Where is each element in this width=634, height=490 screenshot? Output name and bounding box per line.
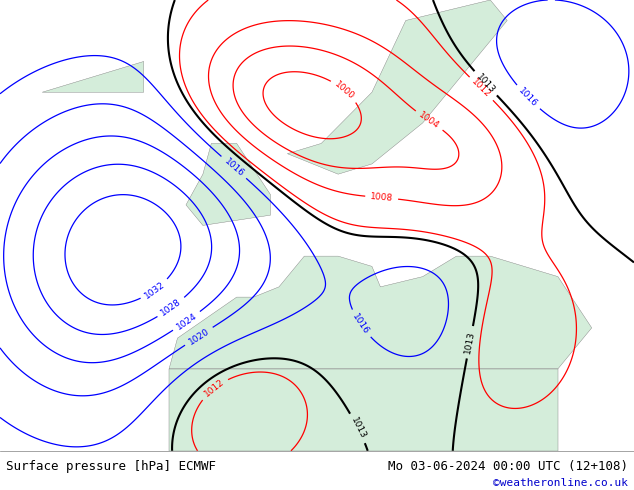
Text: 1016: 1016: [517, 86, 539, 109]
Text: 1000: 1000: [333, 79, 356, 101]
Text: 1008: 1008: [370, 192, 394, 203]
Text: ©weatheronline.co.uk: ©weatheronline.co.uk: [493, 478, 628, 488]
Text: 1013: 1013: [474, 72, 496, 95]
Text: 1016: 1016: [222, 156, 245, 178]
Text: 1013: 1013: [463, 330, 477, 354]
Text: 1024: 1024: [175, 311, 198, 331]
Text: 1020: 1020: [187, 326, 211, 346]
Text: 1032: 1032: [143, 279, 167, 300]
Text: 1013: 1013: [349, 416, 367, 441]
Text: 1012: 1012: [470, 77, 493, 100]
Text: Mo 03-06-2024 00:00 UTC (12+108): Mo 03-06-2024 00:00 UTC (12+108): [387, 460, 628, 473]
Text: 1012: 1012: [202, 378, 226, 399]
Text: 1016: 1016: [351, 312, 371, 336]
Text: 1028: 1028: [159, 297, 183, 318]
Text: 1004: 1004: [417, 110, 441, 131]
Text: Surface pressure [hPa] ECMWF: Surface pressure [hPa] ECMWF: [6, 460, 216, 473]
